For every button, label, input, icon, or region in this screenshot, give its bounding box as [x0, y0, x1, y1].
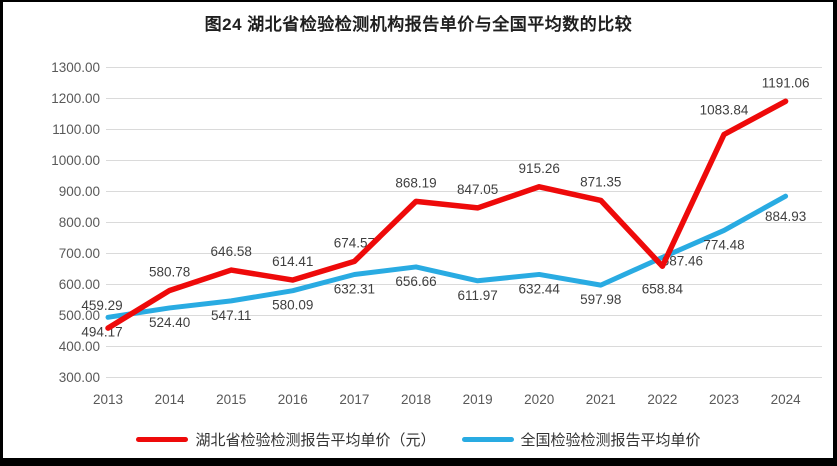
data-label: 1083.84	[700, 103, 749, 118]
y-axis-tick-label: 400.00	[59, 339, 100, 354]
frame-border-top	[0, 0, 837, 2]
data-label: 614.41	[272, 254, 313, 269]
data-label: 580.09	[272, 298, 313, 313]
data-label: 646.58	[211, 244, 252, 259]
y-axis-tick-label: 900.00	[59, 184, 100, 199]
data-label: 1191.06	[762, 75, 810, 90]
x-axis-tick-label: 2022	[647, 392, 677, 407]
x-axis-tick-label: 2021	[586, 392, 616, 407]
frame-border-left	[0, 0, 3, 466]
y-axis-tick-label: 1300.00	[51, 60, 100, 75]
x-axis-tick-label: 2016	[278, 392, 308, 407]
x-axis-tick-label: 2017	[339, 392, 369, 407]
data-label: 674.57	[334, 235, 375, 250]
y-axis-tick-label: 700.00	[59, 246, 100, 261]
y-axis-tick-label: 800.00	[59, 215, 100, 230]
frame-border-right	[833, 0, 837, 466]
x-axis-tick-label: 2014	[155, 392, 186, 407]
frame-border-bottom	[0, 458, 837, 466]
y-axis-tick-label: 1100.00	[52, 122, 100, 137]
data-label: 459.29	[81, 298, 122, 313]
data-label: 580.78	[149, 264, 190, 279]
data-label: 847.05	[457, 182, 498, 197]
y-axis-tick-label: 1000.00	[51, 153, 100, 168]
data-label: 774.48	[703, 237, 744, 252]
x-axis-tick-label: 2024	[771, 392, 802, 407]
chart-title: 图24 湖北省检验检测机构报告单价与全国平均数的比较	[204, 15, 633, 34]
x-axis-tick-label: 2018	[401, 392, 431, 407]
hubei-line-swatch	[136, 437, 189, 442]
data-label: 871.35	[580, 174, 621, 189]
legend-label-national: 全国检验检测报告平均单价	[520, 432, 701, 449]
y-axis-tick-label: 300.00	[59, 370, 100, 385]
y-axis-tick-label: 600.00	[59, 277, 100, 292]
data-label: 632.31	[334, 281, 375, 296]
legend: 湖北省检验检测报告平均单价（元） 全国检验检测报告平均单价	[0, 429, 837, 450]
data-label: 494.17	[81, 324, 122, 339]
data-label: 658.84	[642, 281, 684, 296]
hubei-line	[105, 98, 789, 331]
data-label: 868.19	[395, 175, 436, 190]
data-label: 524.40	[149, 315, 190, 330]
x-axis-tick-label: 2023	[709, 392, 739, 407]
data-label: 915.26	[519, 161, 560, 176]
national-line-swatch	[461, 437, 514, 442]
y-axis-tick-label: 1200.00	[51, 91, 100, 106]
legend-item-hubei: 湖北省检验检测报告平均单价（元）	[136, 429, 436, 450]
data-label: 656.66	[395, 274, 436, 289]
legend-item-national: 全国检验检测报告平均单价	[461, 429, 701, 450]
legend-label-hubei: 湖北省检验检测报告平均单价（元）	[195, 432, 436, 449]
data-label: 687.46	[662, 253, 703, 268]
data-label: 611.97	[457, 288, 497, 303]
x-axis-tick-label: 2015	[216, 392, 246, 407]
x-axis-tick-label: 2019	[463, 392, 493, 407]
x-axis-tick-label: 2020	[524, 392, 554, 407]
national-line	[105, 193, 789, 320]
y-axis-tick-label: 500.00	[59, 308, 100, 323]
data-label: 597.98	[580, 292, 621, 307]
data-label: 547.11	[211, 308, 251, 323]
x-axis-tick-label: 2013	[93, 392, 123, 407]
data-label: 884.93	[765, 209, 806, 224]
data-label: 632.44	[519, 281, 561, 296]
